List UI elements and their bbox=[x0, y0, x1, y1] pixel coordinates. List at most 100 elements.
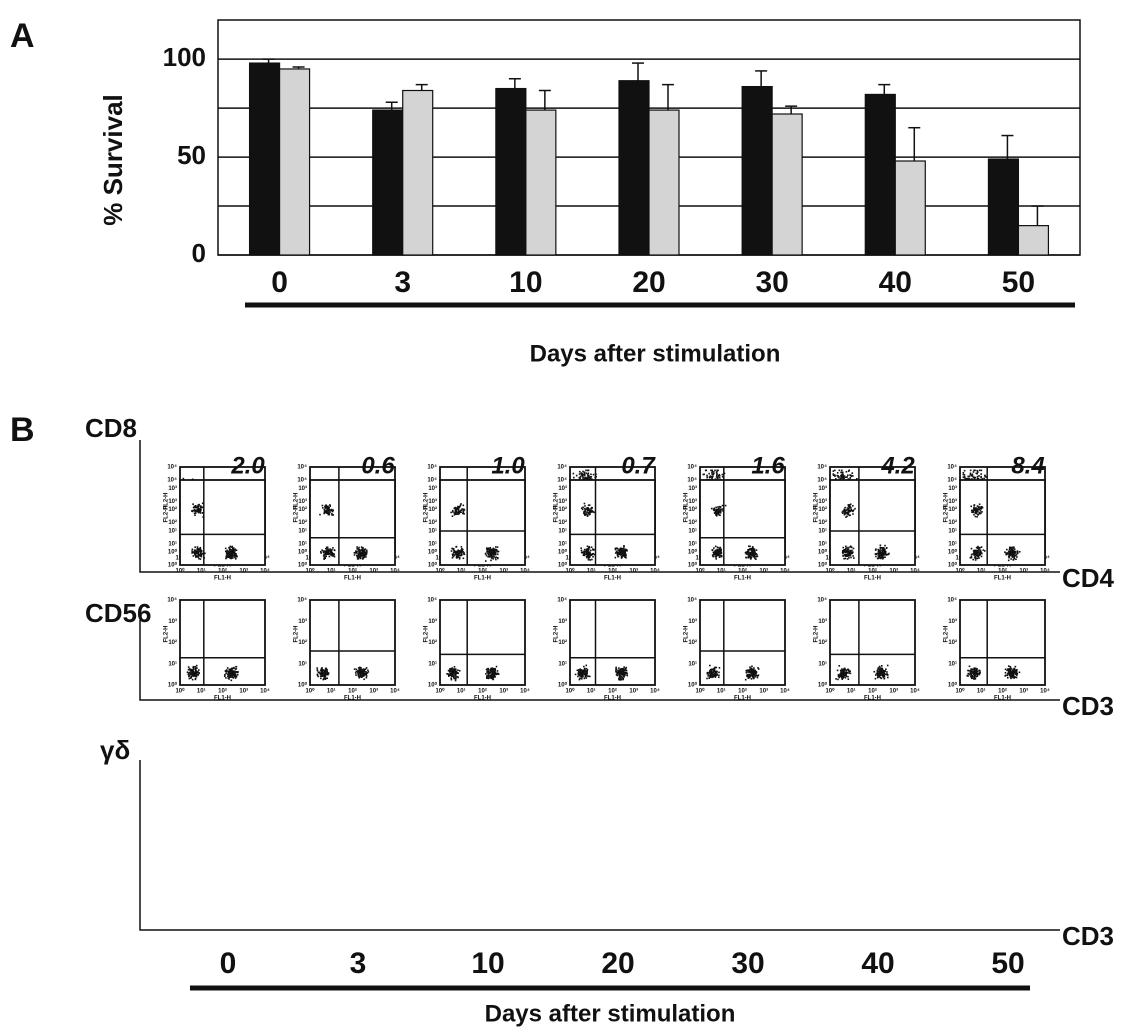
dot bbox=[191, 672, 193, 674]
dot bbox=[452, 515, 454, 517]
dot bbox=[750, 676, 752, 678]
dot bbox=[497, 546, 499, 548]
x-axis-label: FL1-H bbox=[474, 696, 491, 702]
dot bbox=[495, 559, 497, 561]
dot bbox=[489, 672, 491, 674]
dot bbox=[847, 474, 849, 476]
dot bbox=[496, 666, 498, 668]
dot bbox=[453, 670, 455, 672]
dot bbox=[583, 554, 585, 556]
y-axis-label: FL2-H bbox=[944, 506, 950, 523]
dot bbox=[200, 509, 202, 511]
bar bbox=[1018, 226, 1048, 255]
dot bbox=[975, 507, 977, 509]
dot bbox=[493, 556, 495, 558]
y-tick-label: 10⁴ bbox=[687, 465, 697, 471]
dot bbox=[752, 672, 754, 674]
dot bbox=[848, 470, 850, 472]
dot bbox=[751, 678, 753, 680]
dot bbox=[979, 547, 981, 549]
dot bbox=[1006, 552, 1008, 554]
dot bbox=[979, 550, 981, 552]
dot bbox=[719, 475, 721, 477]
dot bbox=[623, 666, 625, 668]
dot bbox=[229, 550, 231, 552]
x-tick-label: 3 bbox=[394, 266, 411, 299]
dot bbox=[883, 548, 885, 550]
dot bbox=[331, 550, 333, 552]
dot bbox=[455, 509, 457, 511]
dot bbox=[711, 549, 713, 551]
percentage: 0.7 bbox=[621, 452, 656, 479]
dot bbox=[319, 514, 321, 516]
dot bbox=[366, 677, 368, 679]
dot bbox=[189, 674, 191, 676]
dot bbox=[589, 508, 591, 510]
x-axis-label: FL1-H bbox=[214, 696, 231, 702]
dot bbox=[492, 557, 494, 559]
dot bbox=[487, 668, 489, 670]
dot bbox=[980, 476, 982, 478]
dot bbox=[1009, 546, 1011, 548]
dot bbox=[617, 670, 619, 672]
x-tick-label: 10⁰ bbox=[825, 568, 835, 575]
dot bbox=[980, 508, 982, 510]
dot bbox=[619, 553, 621, 555]
dot bbox=[974, 470, 976, 472]
y-tick-label: 10⁴ bbox=[427, 465, 437, 471]
dot bbox=[358, 671, 360, 673]
y-tick-label: 10² bbox=[298, 519, 307, 526]
dot bbox=[833, 470, 835, 472]
dot bbox=[455, 546, 457, 548]
dot bbox=[982, 507, 984, 509]
dot bbox=[615, 548, 617, 550]
y-axis-title: % Survival bbox=[98, 94, 128, 226]
dot bbox=[595, 473, 597, 475]
y-tick-label: 50 bbox=[177, 140, 206, 170]
dot bbox=[715, 546, 717, 548]
dot bbox=[197, 546, 199, 548]
dot bbox=[588, 675, 590, 677]
dot bbox=[853, 548, 855, 550]
x-tick-label: 10⁴ bbox=[520, 569, 530, 575]
dot bbox=[449, 673, 451, 675]
dot bbox=[975, 511, 977, 513]
x-tick-label: 10¹ bbox=[457, 688, 466, 695]
dot bbox=[979, 470, 981, 472]
dot bbox=[234, 552, 236, 554]
x-tick-label: 20 bbox=[632, 266, 665, 299]
dot bbox=[592, 556, 594, 558]
dot bbox=[715, 514, 717, 516]
dot bbox=[463, 553, 465, 555]
dot bbox=[202, 512, 204, 514]
dot bbox=[716, 551, 718, 553]
dot bbox=[963, 477, 965, 479]
dot bbox=[460, 509, 462, 511]
dot bbox=[334, 550, 336, 552]
dot bbox=[193, 555, 195, 557]
dot bbox=[229, 546, 231, 548]
dot bbox=[624, 553, 626, 555]
dot bbox=[974, 504, 976, 506]
dot bbox=[198, 558, 200, 560]
dot bbox=[717, 476, 719, 478]
dot bbox=[621, 557, 623, 559]
dot bbox=[848, 509, 850, 511]
y-tick-label: 10⁰ bbox=[948, 562, 958, 569]
dot bbox=[361, 671, 363, 673]
dot bbox=[196, 667, 198, 669]
dot bbox=[722, 505, 724, 507]
dot bbox=[463, 552, 465, 554]
dot bbox=[327, 551, 329, 553]
dot bbox=[711, 674, 713, 676]
dot bbox=[194, 553, 196, 555]
row-marker: γδ bbox=[100, 735, 130, 765]
y-tick-label: 10⁰ bbox=[168, 562, 178, 569]
dot bbox=[970, 506, 972, 508]
dot bbox=[753, 551, 755, 553]
x-tick-label: 10¹ bbox=[977, 568, 986, 575]
dot bbox=[590, 511, 592, 513]
y-tick-label: 0 bbox=[192, 238, 206, 268]
dot bbox=[452, 557, 454, 559]
dot bbox=[230, 554, 232, 556]
